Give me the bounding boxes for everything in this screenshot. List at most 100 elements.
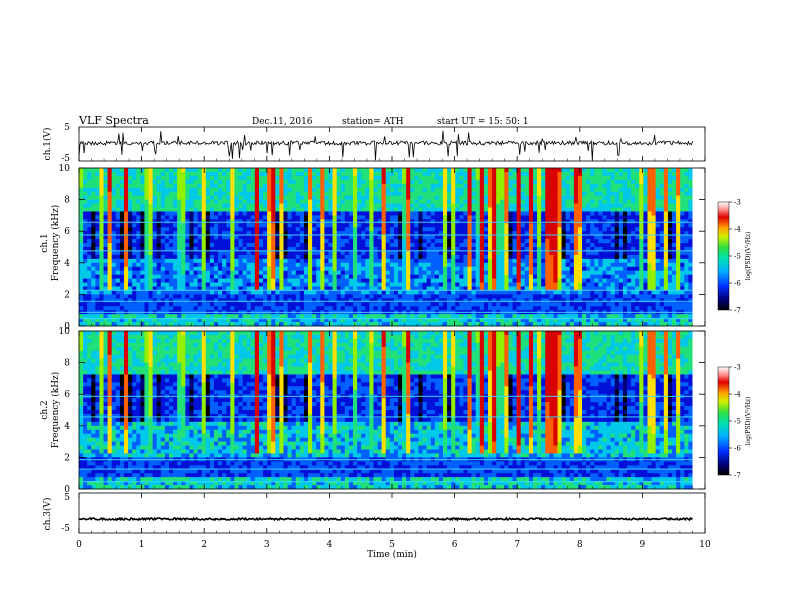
spectrogram-cell bbox=[537, 168, 542, 173]
spectrogram-cell bbox=[541, 191, 546, 196]
spectrogram-cell bbox=[128, 258, 133, 264]
spectrogram-cell bbox=[524, 171, 530, 177]
spectrogram-cell bbox=[148, 286, 153, 291]
spectrogram-cell bbox=[246, 254, 252, 260]
spectrogram-cell bbox=[373, 294, 378, 299]
spectrogram-cell bbox=[173, 258, 178, 264]
spectrogram-cell bbox=[185, 270, 190, 275]
spectrogram-cell bbox=[561, 282, 566, 287]
spectrogram-cell bbox=[365, 199, 370, 204]
spectrogram-cell bbox=[238, 235, 243, 240]
spectrogram-cell bbox=[483, 318, 489, 323]
spectrogram-cell bbox=[258, 231, 264, 236]
spectrogram-cell bbox=[193, 254, 198, 260]
spectrogram-cell bbox=[357, 219, 362, 224]
spectrogram-cell bbox=[164, 266, 170, 271]
spectrogram-cell bbox=[271, 231, 276, 236]
spectrogram-cell bbox=[254, 262, 260, 268]
spectrogram-cell bbox=[577, 183, 583, 189]
spectrogram-cell bbox=[283, 282, 288, 287]
spectrogram-cell bbox=[115, 322, 121, 327]
spectrogram-cell bbox=[234, 211, 239, 216]
spectrogram-cell bbox=[381, 286, 387, 291]
spectrogram-cell bbox=[451, 175, 456, 181]
spectrogram-cell bbox=[128, 302, 133, 307]
spectrogram-cell bbox=[87, 187, 92, 192]
spectrogram-cell bbox=[422, 278, 427, 283]
spectrogram-cell bbox=[287, 322, 292, 327]
spectrogram-cell bbox=[577, 179, 583, 185]
spectrogram-cell bbox=[115, 175, 121, 181]
spectrogram-cell bbox=[234, 243, 239, 248]
spectrogram-cell bbox=[528, 290, 534, 295]
spectrogram-cell bbox=[164, 318, 170, 323]
spectrogram-cell bbox=[279, 231, 284, 236]
spectrogram-cell bbox=[258, 211, 264, 216]
spectrogram-cell bbox=[316, 235, 321, 240]
spectrogram-cell bbox=[303, 239, 309, 244]
spectrogram-cell bbox=[496, 171, 501, 177]
spectrogram-cell bbox=[377, 187, 382, 192]
spectrogram-cell bbox=[447, 215, 452, 220]
spectrogram-cell bbox=[532, 250, 538, 256]
spectrogram-cell bbox=[487, 250, 493, 256]
spectrogram-cell bbox=[422, 227, 427, 232]
spectrogram-cell bbox=[332, 223, 337, 228]
spectrogram-cell bbox=[569, 274, 575, 279]
spectrogram-cell bbox=[283, 203, 288, 208]
spectrogram-cell bbox=[226, 203, 231, 208]
spectrogram-cell bbox=[369, 290, 374, 295]
spectrogram-cell bbox=[324, 168, 329, 173]
spectrogram-cell bbox=[234, 250, 239, 256]
spectrogram-cell bbox=[418, 302, 423, 307]
spectrogram-cell bbox=[201, 306, 207, 311]
spectrogram-cell bbox=[336, 211, 342, 216]
spectrogram-cell bbox=[332, 318, 337, 323]
spectrogram-cell bbox=[197, 168, 202, 173]
spectrogram-cell bbox=[385, 235, 391, 240]
spectrogram-cell bbox=[336, 282, 342, 287]
spectrogram-cell bbox=[295, 223, 301, 228]
spectrogram-cell bbox=[250, 215, 256, 220]
spectrogram-cell bbox=[230, 183, 235, 189]
spectrogram-cell bbox=[226, 302, 231, 307]
spectrogram-cell bbox=[79, 318, 84, 323]
spectrogram-cell bbox=[222, 314, 227, 319]
spectrogram-cell bbox=[524, 274, 530, 279]
spectrogram-cell bbox=[238, 171, 243, 177]
spectrogram-cell bbox=[373, 266, 378, 271]
spectrogram-cell bbox=[541, 282, 546, 287]
spectrogram-cell bbox=[406, 302, 411, 307]
spectrogram-cell bbox=[582, 231, 587, 236]
spectrogram-cell bbox=[508, 243, 513, 248]
spectrogram-cell bbox=[504, 270, 509, 275]
spectrogram-cell bbox=[459, 235, 464, 240]
spectrogram-cell bbox=[573, 211, 579, 216]
spectrogram-cell bbox=[532, 207, 538, 212]
spectrogram-cell bbox=[373, 191, 378, 196]
spectrogram-cell bbox=[103, 239, 108, 244]
spectrogram-cell bbox=[357, 187, 362, 192]
spectrogram-cell bbox=[418, 250, 423, 256]
spectrogram-cell bbox=[107, 215, 113, 220]
spectrogram-cell bbox=[320, 231, 325, 236]
spectrogram-cell bbox=[545, 298, 550, 303]
spectrogram-cell bbox=[451, 282, 456, 287]
spectrogram-cell bbox=[520, 274, 526, 279]
spectrogram-cell bbox=[173, 195, 178, 200]
spectrogram-cell bbox=[512, 250, 517, 256]
spectrogram-cell bbox=[332, 195, 337, 200]
spectrogram-cell bbox=[119, 187, 125, 192]
spectrogram-cell bbox=[524, 231, 530, 236]
spectrogram-cell bbox=[504, 168, 509, 173]
spectrogram-cell bbox=[328, 191, 333, 196]
spectrogram-cell bbox=[99, 294, 104, 299]
spectrogram-cell bbox=[443, 183, 448, 189]
spectrogram-cell bbox=[479, 290, 485, 295]
spectrogram-cell bbox=[406, 254, 411, 260]
spectrogram-cell bbox=[336, 219, 342, 224]
spectrogram-cell bbox=[324, 270, 329, 275]
spectrogram-cell bbox=[189, 282, 194, 287]
spectrogram-cell bbox=[434, 235, 440, 240]
spectrogram-cell bbox=[185, 179, 190, 185]
